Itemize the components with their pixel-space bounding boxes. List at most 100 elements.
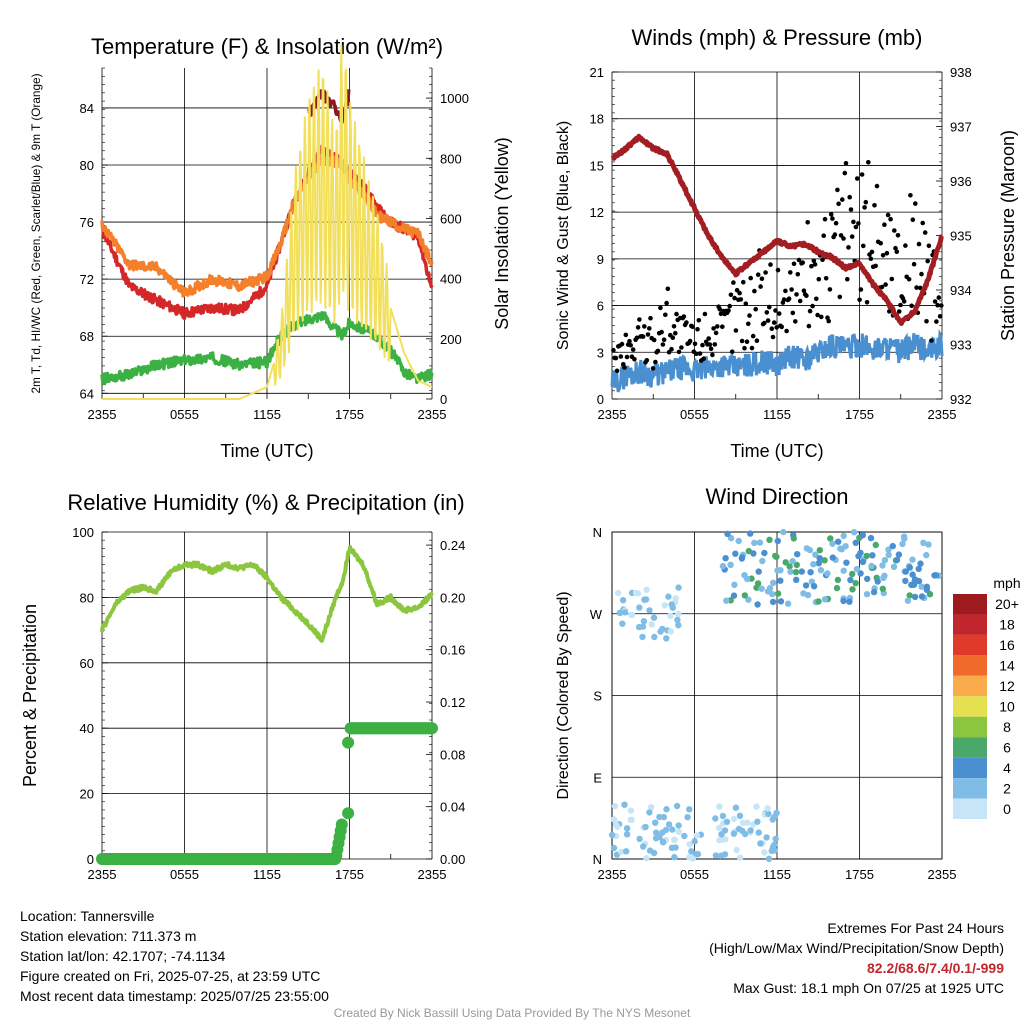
y-tick-label: N (593, 852, 602, 867)
wind-gust-point (919, 271, 924, 277)
wind-gust-point (816, 276, 822, 282)
wind-direction-point (721, 827, 729, 834)
wind-gust-point (869, 249, 875, 255)
wind-direction-point (840, 567, 847, 574)
wind-gust-point (806, 323, 812, 329)
wind-direction-point (771, 813, 778, 821)
wind-direction-point (931, 572, 938, 579)
wind-gust-point (619, 341, 625, 347)
wind-direction-point (652, 819, 659, 826)
wind-direction-point (618, 848, 625, 856)
y-right-axis-label: Solar Insolation (Yellow) (492, 137, 512, 329)
wind-gust-point (885, 212, 891, 218)
y-tick-label: 0 (597, 392, 604, 407)
wind-direction-point (640, 618, 648, 625)
wind-gust-point (697, 351, 703, 356)
x-tick-label: 1155 (253, 407, 281, 422)
wind-direction-point (792, 568, 800, 576)
wind-gust-point (618, 354, 624, 359)
wind-direction-point (730, 815, 738, 823)
wind-direction-point (755, 829, 762, 836)
wind-gust-point (924, 319, 929, 324)
wind-direction-point (784, 600, 792, 607)
y-tick-label: W (590, 607, 603, 622)
precip-point (335, 818, 348, 831)
wind-direction-point (733, 846, 740, 854)
wind-direction-point (731, 581, 738, 588)
wind-gust-point (742, 345, 747, 351)
wind-gust-point (769, 326, 775, 332)
wind-direction-point (642, 823, 649, 831)
wind-gust-point (715, 324, 720, 329)
wind-gust-point (906, 277, 912, 282)
wind-gust-point (840, 197, 845, 202)
wind-direction-point (646, 809, 653, 816)
wind-gust-point (925, 258, 930, 264)
y-right-tick-label: 0.12 (440, 695, 465, 710)
wind-direction-point (757, 840, 764, 847)
wind-gust-point (789, 287, 794, 292)
wind-gust-point (914, 285, 919, 290)
wind-gust-point (717, 307, 723, 312)
wind-gust-point (838, 233, 844, 238)
wind-direction-point (859, 558, 867, 566)
wind-gust-point (767, 304, 772, 310)
wind-direction-point (652, 835, 660, 842)
y-tick-label: 84 (80, 101, 94, 116)
wind-direction-point (782, 559, 789, 566)
wind-gust-point (934, 319, 939, 324)
legend-swatch (953, 778, 987, 799)
wind-direction-point (722, 555, 729, 562)
wind-direction-point (732, 804, 740, 811)
wind-gust-point (790, 310, 796, 316)
wind-direction-point (751, 539, 758, 547)
wind-direction-point (863, 552, 870, 560)
wind-direction-point (881, 557, 889, 564)
wind-gust-point (929, 338, 934, 343)
y-tick-label: 12 (590, 205, 604, 220)
y-right-tick-label: 800 (440, 151, 462, 166)
wind-direction-point (651, 633, 658, 641)
station-location: Location: Tannersville (20, 908, 155, 924)
wind-gust-point (758, 284, 763, 289)
legend-label: 0 (1003, 801, 1011, 817)
wind-direction-point (665, 593, 672, 600)
wind-direction-point (909, 571, 916, 578)
wind-direction-point (827, 535, 834, 542)
wind-gust-point (911, 261, 917, 267)
wind-direction-point (616, 609, 624, 617)
wind-gust-point (783, 288, 788, 294)
wind-gust-point (862, 205, 867, 210)
wind-gust-point (651, 337, 657, 343)
wind-gust-point (916, 241, 922, 247)
wind-gust-point (909, 303, 914, 309)
y-right-tick-label: 0.08 (440, 747, 465, 762)
wind-direction-point (800, 590, 807, 597)
wind-gust-point (853, 224, 859, 230)
wind-direction-point (763, 834, 770, 841)
wind-gust-point (687, 338, 693, 344)
wind-direction-point (738, 554, 746, 561)
wind-gust-point (935, 302, 940, 308)
wind-direction-point (730, 830, 738, 837)
wind-gust-point (749, 345, 755, 351)
wind-direction-point (787, 568, 794, 575)
wind-direction-point (653, 829, 660, 836)
y-axis-label: 2m T, Td, HI/WC (Red, Green, Scarlet/Blu… (29, 74, 43, 394)
wind-gust-point (895, 233, 901, 238)
wind-direction-point (840, 532, 847, 540)
wind-gust-point (786, 296, 792, 302)
wind-gust-point (820, 257, 825, 263)
wind-gust-point (804, 293, 809, 299)
y-right-tick-label: 400 (440, 272, 462, 287)
wind-direction-point (727, 534, 735, 542)
x-tick-label: 2355 (88, 407, 117, 422)
wind-gust-point (712, 342, 718, 347)
wind-direction-point (675, 622, 682, 629)
wind-direction-point (675, 584, 682, 591)
wind-direction-point (911, 593, 919, 601)
y-tick-label: 40 (80, 721, 94, 736)
wind-direction-point (621, 609, 629, 616)
y-tick-label: E (593, 770, 602, 785)
wind-gust-point (684, 320, 689, 325)
